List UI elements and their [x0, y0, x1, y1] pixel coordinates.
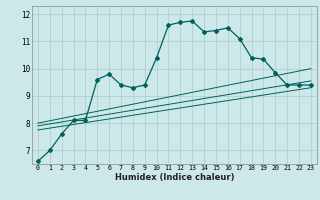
- X-axis label: Humidex (Indice chaleur): Humidex (Indice chaleur): [115, 173, 234, 182]
